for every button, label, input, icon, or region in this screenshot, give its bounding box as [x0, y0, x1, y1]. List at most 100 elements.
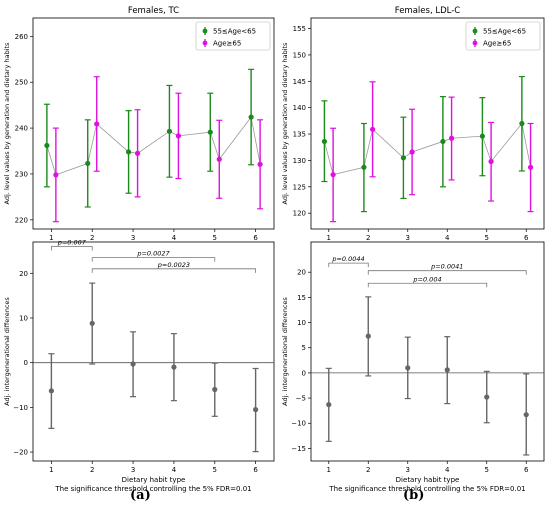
c1-data-point [166, 128, 173, 134]
c1-data-point [85, 160, 91, 167]
c1-x-tick-label: 2 [90, 234, 94, 242]
c1-y-axis-label: Adj. level values by generation and diet… [3, 42, 11, 205]
c4-x-axis-label: Dietary habit type [396, 476, 460, 484]
c2-data-point [488, 158, 494, 165]
c3-x-tick-label: 6 [253, 466, 258, 474]
c2-y-tick-label: 155 [293, 25, 306, 33]
c4-x-tick-label: 1 [327, 466, 331, 474]
c3-data-point [130, 361, 136, 367]
c2-legend-box [465, 21, 541, 51]
c1-legend-marker [202, 28, 208, 34]
c2-data-point [370, 126, 376, 132]
c2-legend-marker [472, 40, 478, 46]
c3-p-value-label: p=0.007 [57, 238, 87, 246]
c4-y-tick-label: 5 [302, 344, 306, 352]
c3-x-tick-label: 2 [90, 466, 94, 474]
c2-data-point [321, 138, 328, 145]
c3-y-axis-label: Adj. intergenerational differences [3, 297, 11, 406]
c1-data-point [207, 129, 213, 135]
c1-data-point [134, 150, 141, 156]
c3-data-point [89, 320, 95, 326]
c1-y-tick-label: 220 [15, 216, 28, 224]
c3-x-tick-label: 5 [213, 466, 217, 474]
c2-data-point [440, 138, 446, 145]
c3-x-tick-label: 3 [131, 466, 135, 474]
c1-x-tick-label: 5 [213, 234, 217, 242]
c3-data-point [171, 364, 177, 370]
c1-legend-box [195, 21, 271, 51]
c3-plot-frame [32, 241, 275, 462]
c4-plot-frame [310, 241, 545, 462]
c4-data-point [405, 365, 411, 371]
c2-y-tick-label: 120 [293, 210, 306, 218]
c4-significance-bracket [328, 262, 369, 268]
c4-p-value-label: p=0.0044 [331, 255, 364, 263]
c4-p-value-label: p=0.004 [412, 275, 441, 283]
c2-legend-label: 55≤Age<65 [483, 28, 526, 36]
c3-y-tick-label: 0 [24, 359, 28, 367]
c4-y-tick-label: −5 [296, 395, 306, 403]
c2-x-tick-label: 6 [524, 234, 529, 242]
c1-x-tick-label: 4 [172, 234, 177, 242]
c3-y-tick-label: 20 [19, 270, 28, 278]
c4-data-point [365, 333, 371, 339]
c1-data-point [94, 121, 100, 127]
c4-y-tick-label: 10 [297, 319, 306, 327]
c2-data-point [409, 149, 415, 155]
c1-y-tick-label: 240 [15, 125, 28, 133]
c3-y-tick-label: −10 [13, 404, 28, 412]
c2-x-tick-label: 2 [366, 234, 370, 242]
c2-data-point [527, 164, 534, 170]
c2-data-point [361, 164, 367, 170]
c1-y-tick-label: 230 [15, 170, 28, 178]
c2-data-point [330, 172, 336, 178]
c1-plot-frame [32, 17, 275, 230]
c4-x-tick-label: 5 [485, 466, 489, 474]
c3-y-tick-label: −20 [13, 449, 28, 457]
c4-data-point [484, 394, 490, 400]
c4-data-point [523, 412, 529, 418]
c1-x-tick-label: 1 [49, 234, 53, 242]
c4-significance-bracket [367, 282, 488, 288]
c3-data-point [48, 388, 54, 394]
c4-x-tick-label: 6 [524, 466, 529, 474]
c1-data-point [248, 114, 254, 120]
c1-x-tick-label: 6 [253, 234, 258, 242]
c1-y-tick-label: 250 [15, 79, 28, 87]
c1-title: Females, TC [128, 6, 179, 16]
c1-legend-label: 55≤Age<65 [213, 28, 256, 36]
c1-data-point [53, 172, 59, 178]
c1-y-tick-label: 260 [15, 33, 28, 41]
c4-y-tick-label: 0 [302, 369, 306, 377]
c1-data-point [175, 133, 182, 139]
panel-label-a: (a) [130, 488, 151, 503]
c2-x-tick-label: 3 [406, 234, 410, 242]
c2-x-tick-label: 4 [445, 234, 450, 242]
c2-data-point [400, 155, 407, 161]
c1-data-point [125, 149, 132, 155]
c4-x-tick-label: 3 [406, 466, 410, 474]
c4-x-tick-label: 4 [445, 466, 450, 474]
c4-data-point [326, 402, 332, 408]
c3-footnote: The significance threshold controlling t… [54, 485, 251, 493]
c4-y-tick-label: −10 [291, 420, 306, 428]
c4-y-tick-label: 20 [297, 269, 306, 277]
c4-x-tick-label: 2 [366, 466, 370, 474]
c2-y-tick-label: 140 [293, 104, 306, 112]
c2-plot-frame [310, 17, 545, 230]
c4-significance-bracket [367, 270, 527, 275]
c3-x-axis-label: Dietary habit type [122, 476, 186, 484]
c1-data-point [257, 161, 263, 167]
c3-significance-bracket [91, 268, 257, 273]
panel-label-b: (b) [403, 488, 425, 503]
c3-y-tick-label: 10 [19, 314, 28, 322]
c2-connector-line [324, 122, 531, 176]
c2-x-tick-label: 5 [485, 234, 489, 242]
c1-legend-label: Age≥65 [213, 40, 241, 48]
c3-x-tick-label: 1 [49, 466, 53, 474]
c4-y-tick-label: −15 [291, 445, 306, 453]
c2-title: Females, LDL-C [395, 6, 461, 16]
c3-data-point [253, 407, 259, 413]
c3-p-value-label: p=0.0027 [136, 250, 170, 258]
